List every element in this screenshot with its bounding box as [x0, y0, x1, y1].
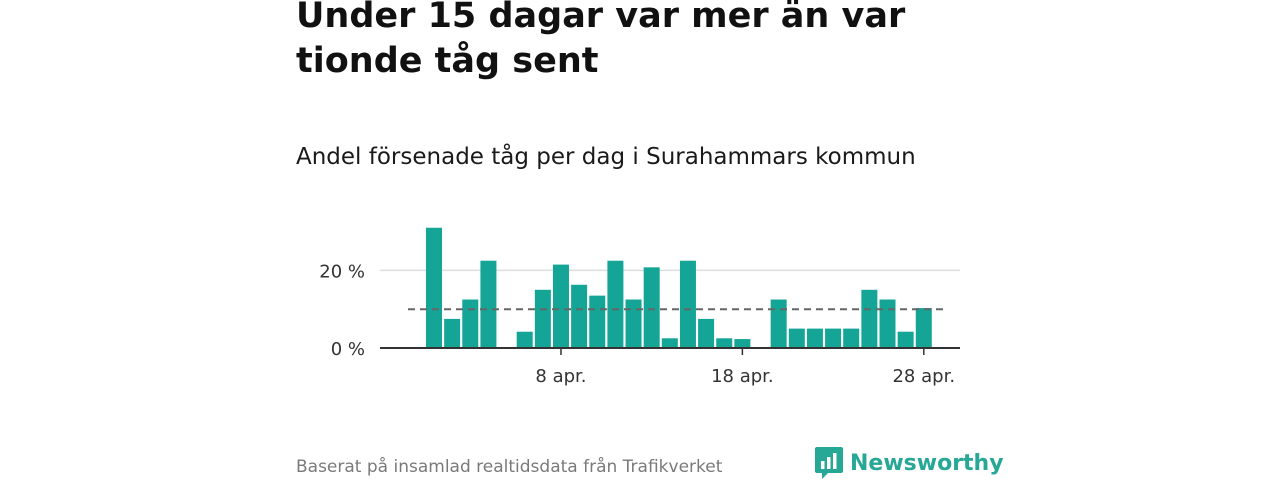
bar [643, 267, 660, 348]
bar [607, 260, 624, 348]
y-tick-label: 20 % [319, 261, 365, 282]
source-note: Baserat på insamlad realtidsdata från Tr… [296, 457, 723, 477]
bar [462, 299, 479, 348]
bar [897, 331, 914, 348]
bar [625, 299, 642, 348]
bar [661, 338, 678, 348]
bar [770, 299, 787, 348]
bar [915, 308, 932, 348]
bar [788, 328, 805, 348]
bar [426, 227, 442, 348]
x-tick-label: 8 apr. [535, 366, 586, 387]
bar [716, 338, 733, 348]
bar [843, 328, 860, 348]
bar [825, 328, 842, 348]
brand-name: Newsworthy [850, 450, 1004, 476]
x-tick-label: 28 apr. [892, 366, 955, 387]
bar [571, 284, 588, 348]
bar [552, 264, 569, 348]
bar [879, 299, 896, 348]
bar [698, 318, 715, 348]
bar [806, 328, 823, 348]
bar [534, 289, 551, 348]
bar [861, 289, 878, 348]
bar [444, 318, 461, 348]
bar [589, 295, 606, 348]
chart-subtitle: Andel försenade tåg per dag i Surahammar… [296, 144, 916, 170]
bar [480, 260, 497, 348]
x-tick-label: 18 apr. [711, 366, 774, 387]
newsworthy-logo-icon [815, 447, 843, 479]
bar [679, 260, 696, 348]
bar [734, 339, 751, 348]
chart-title: Under 15 dagar var mer än var tionde tåg… [296, 0, 906, 81]
y-tick-label: 0 % [331, 339, 365, 360]
bar [516, 331, 533, 348]
brand: Newsworthy [814, 446, 1004, 480]
bar-chart: 0 % 20 % 8 apr. 18 apr. 28 apr. [319, 227, 960, 387]
